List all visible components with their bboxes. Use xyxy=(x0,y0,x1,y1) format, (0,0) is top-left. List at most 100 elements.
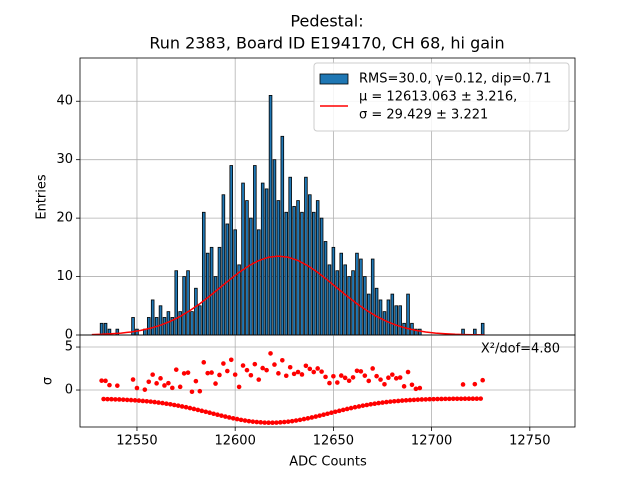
residual-point xyxy=(450,396,456,402)
histogram-bar xyxy=(209,246,214,335)
residual-point xyxy=(342,375,348,381)
residual-point xyxy=(232,372,238,377)
histogram-bar xyxy=(178,311,182,335)
residual-point xyxy=(376,400,381,406)
residual-point xyxy=(472,381,478,387)
residual-point xyxy=(209,370,214,375)
histogram-bar xyxy=(103,322,108,335)
x-axis-label: ADC Counts xyxy=(289,455,367,470)
residual-point xyxy=(289,418,295,424)
residual-point xyxy=(109,396,114,402)
panel xyxy=(80,335,575,427)
legend-box xyxy=(313,62,570,132)
residual-point xyxy=(321,412,326,418)
histogram-bar xyxy=(394,305,399,335)
residual-point xyxy=(201,360,207,365)
histogram-bar xyxy=(382,311,387,335)
y-tick-label: 20 xyxy=(56,211,73,226)
residual-point xyxy=(256,377,262,382)
residual-point xyxy=(136,398,142,403)
residual-point xyxy=(470,396,476,402)
histogram-bar xyxy=(473,328,477,335)
residual-point xyxy=(130,377,136,382)
histogram-bar xyxy=(406,293,410,335)
residual-point xyxy=(313,414,319,419)
annotation: X²/dof=4.80 xyxy=(481,342,560,357)
residual-point xyxy=(258,420,264,425)
residual-point xyxy=(156,400,161,405)
residual-point xyxy=(160,400,165,406)
histogram-bar xyxy=(205,252,210,335)
histogram-bar xyxy=(135,328,139,335)
histogram-bar xyxy=(359,258,363,335)
residual-point xyxy=(454,396,460,402)
histogram-bar xyxy=(190,311,194,335)
x-tick-label: 12700 xyxy=(411,434,452,449)
residual-point xyxy=(120,397,126,402)
residual-point xyxy=(360,403,366,408)
residual-point xyxy=(291,371,297,377)
residual-point xyxy=(103,378,108,384)
histogram-bar xyxy=(107,328,112,335)
residual-point xyxy=(338,373,344,378)
residual-point xyxy=(215,412,220,418)
histogram-bar xyxy=(402,322,406,335)
histogram-bar xyxy=(186,270,190,335)
histogram-bar xyxy=(304,176,308,335)
y-tick-label: 0 xyxy=(65,383,73,398)
residual-point xyxy=(164,401,169,406)
residual-point xyxy=(173,367,179,372)
residual-point xyxy=(197,388,203,394)
residual-point xyxy=(166,380,171,386)
x-tick-label: 12600 xyxy=(214,434,255,449)
histogram-bar xyxy=(355,252,359,335)
residual-point xyxy=(386,375,391,381)
residual-point xyxy=(199,408,205,414)
residual-point xyxy=(107,382,112,388)
residual-point xyxy=(115,383,120,388)
histogram-bar xyxy=(300,211,304,335)
histogram-bar xyxy=(386,299,391,335)
residual-point xyxy=(354,368,360,374)
histogram-bar xyxy=(315,200,320,335)
histogram-bar xyxy=(323,241,328,335)
residual-point xyxy=(346,378,352,384)
histogram-bar xyxy=(343,264,347,335)
residual-point xyxy=(331,373,336,379)
residual-point xyxy=(228,357,234,363)
residual-point xyxy=(238,417,244,423)
residual-point xyxy=(142,387,148,392)
residual-point xyxy=(344,406,350,412)
histogram-bar xyxy=(198,305,202,335)
residual-point xyxy=(252,361,258,367)
histogram-bar xyxy=(308,194,312,335)
residual-point xyxy=(281,419,287,425)
residual-point xyxy=(177,384,183,390)
histogram-bar xyxy=(182,276,186,335)
residual-point xyxy=(205,370,210,376)
residual-point xyxy=(280,357,285,363)
residual-point xyxy=(179,404,185,409)
residual-point xyxy=(242,418,248,423)
residual-point xyxy=(116,397,122,402)
residual-point xyxy=(189,389,195,395)
x-tick-label: 12750 xyxy=(509,434,550,449)
histogram-bar xyxy=(237,264,241,335)
residual-point xyxy=(187,405,193,411)
histogram-bar xyxy=(162,317,167,335)
residual-point xyxy=(101,396,106,402)
residual-point xyxy=(480,377,485,383)
x-tick-label: 12550 xyxy=(116,434,157,449)
residual-point xyxy=(478,396,484,401)
histogram-bar xyxy=(288,176,292,335)
residual-point xyxy=(323,374,328,380)
residual-point xyxy=(311,369,317,375)
legend-label: RMS=30.0, γ=0.12, dip=0.71 xyxy=(359,72,551,87)
residual-point xyxy=(417,385,423,391)
residual-point xyxy=(225,368,230,374)
residual-point xyxy=(382,381,387,387)
residual-point xyxy=(264,367,269,373)
residual-point xyxy=(274,420,279,425)
residual-point xyxy=(195,407,201,413)
histogram-bar xyxy=(217,246,222,335)
